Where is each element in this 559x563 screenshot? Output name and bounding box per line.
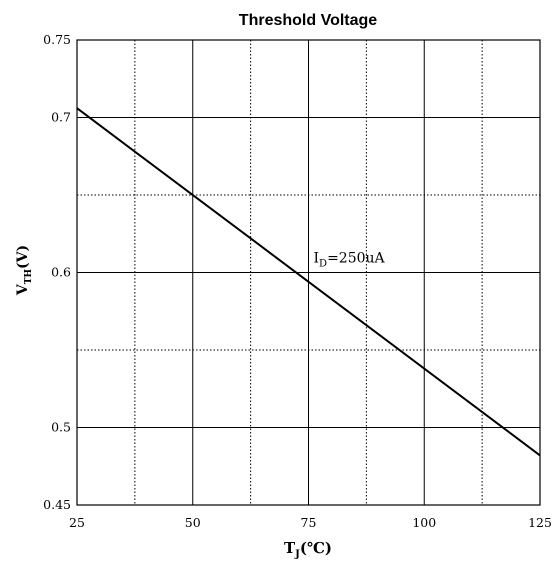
plot-frame (76, 39, 541, 506)
y-tick-label-0: 0.45 (43, 497, 71, 512)
series-line-0 (76, 107, 541, 457)
x-tick-label-0: 25 (69, 515, 85, 530)
series-annotation: ID=250uA (314, 251, 386, 270)
y-axis-label-main: V (15, 283, 31, 296)
y-tick-label-1: 0.5 (51, 420, 71, 435)
x-axis-label-main: T (284, 539, 296, 557)
x-tick-label-2: 75 (301, 515, 317, 530)
y-axis-label: VTH(V) (15, 245, 34, 296)
chart-title: Threshold Voltage (239, 12, 377, 29)
y-tick-labels: 0.45 0.5 0.6 0.7 0.75 (43, 32, 71, 512)
x-tick-label-1: 50 (185, 515, 201, 530)
x-axis-label: TJ(℃) (284, 539, 332, 560)
annotation-rest: =250uA (327, 251, 385, 267)
x-axis-label-sub: J (294, 549, 300, 560)
x-tick-labels: 25 50 75 100 125 (69, 515, 552, 530)
y-axis-label-sub: TH (24, 269, 34, 285)
annotation-sub: D (319, 259, 327, 270)
y-tick-label-4: 0.75 (43, 32, 71, 47)
annotation-main: I (314, 251, 320, 267)
y-tick-label-3: 0.7 (51, 110, 71, 125)
x-tick-label-3: 100 (412, 515, 436, 530)
y-tick-label-2: 0.6 (51, 265, 71, 280)
x-tick-label-4: 125 (528, 515, 552, 530)
y-axis-label-unit: (V) (15, 245, 31, 269)
grid (77, 40, 540, 505)
x-axis-label-unit: (℃) (300, 539, 332, 557)
series-group (76, 107, 541, 457)
